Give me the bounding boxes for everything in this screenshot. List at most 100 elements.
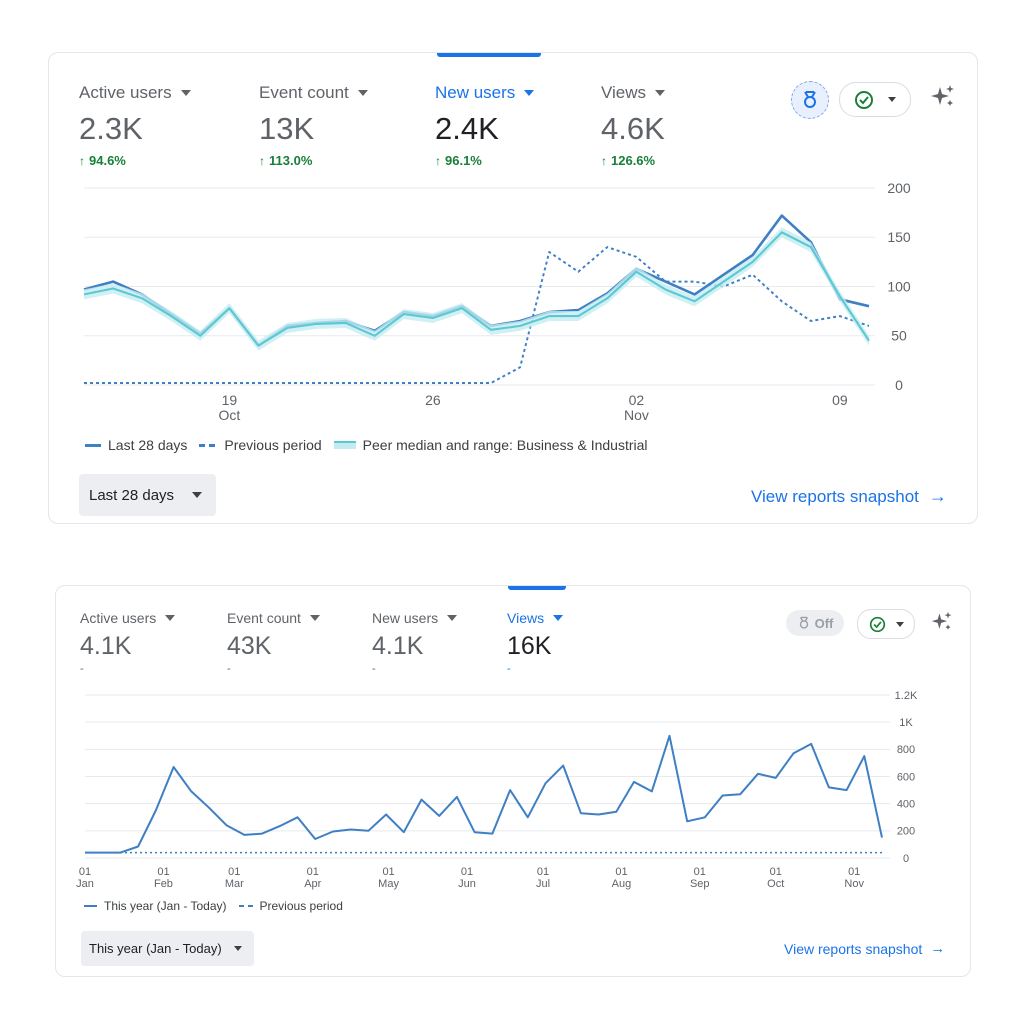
metric-value: 4.1K [80,632,132,660]
metric-event-count[interactable]: Event count 13K ↑ 113.0% [259,83,368,168]
chart-legend: Last 28 days Previous period Peer median… [85,437,660,453]
metric-active-users[interactable]: Active users 4.1K - [80,610,176,675]
metric-active-users[interactable]: Active users 2.3K ↑ 94.6% [79,83,191,168]
arrow-up-icon: ↑ [435,153,441,168]
caret-down-icon [895,621,904,627]
legend-label: Last 28 days [108,437,188,453]
date-range-dropdown[interactable]: This year (Jan - Today) [81,931,254,966]
legend-item-this-year: This year (Jan - Today) [84,899,227,913]
metric-change: - [227,663,231,675]
series-this-year-jan-today-line [85,734,883,854]
x-tick-label-month: Sep [690,878,710,890]
metric-label: Active users [80,610,157,626]
y-tick-label: 600 [897,771,915,783]
overview-card-this-year: Active users 4.1K - Event count 43K - Ne… [55,585,971,977]
caret-down-icon[interactable] [447,615,458,621]
check-circle-icon [869,616,885,632]
metric-new-users[interactable]: New users 2.4K ↑ 96.1% [435,83,535,168]
status-dropdown[interactable] [839,82,911,117]
metric-value: 4.6K [601,111,665,146]
x-tick-label-month: Jan [76,878,94,890]
metric-value: 4.1K [372,632,424,660]
snapshot-link-label: View reports snapshot [784,940,923,957]
legend-item-previous-period: Previous period [238,899,343,913]
x-tick-label-month: Feb [154,878,173,890]
y-tick-label: 1.2K [895,690,918,702]
series-previous-period-line [84,246,870,384]
metric-change-value: 113.0% [269,153,313,168]
legend-swatch-dashed [238,905,253,907]
sparkle-icon[interactable] [929,83,957,111]
caret-down-icon [888,97,896,102]
caret-down-icon[interactable] [309,615,320,621]
caret-down-icon[interactable] [553,615,564,621]
y-tick-label: 800 [897,744,915,756]
sparkle-icon[interactable] [930,610,954,634]
caret-down-icon [192,492,203,498]
metric-change: ↑ 113.0% [259,153,368,168]
metric-value: 13K [259,111,315,146]
caret-down-icon[interactable] [524,90,535,96]
arrow-up-icon: ↑ [259,153,265,168]
check-circle-icon [855,90,873,109]
x-tick-label-month: Nov [624,407,649,423]
selected-metric-indicator [508,586,566,590]
legend-label: This year (Jan - Today) [104,899,227,913]
y-tick-label: 200 [897,826,915,838]
y-tick-label: 50 [891,328,907,344]
metric-label: Event count [227,610,301,626]
legend-swatch-solid [85,443,101,447]
chart-legend: This year (Jan - Today) Previous period [84,899,355,913]
caret-down-icon[interactable] [655,90,666,96]
x-tick-label-month: Apr [304,878,321,890]
series-peer-median-and-range-business-industrial-range-band [84,227,869,351]
metric-event-count[interactable]: Event count 43K - [227,610,320,675]
metric-label: Event count [259,83,349,102]
metric-change: ↑ 126.6% [601,153,665,168]
metric-label: Views [507,610,545,626]
caret-down-icon[interactable] [180,90,191,96]
metric-value: 43K [227,632,272,660]
benchmark-button[interactable] [791,81,829,119]
overview-card-last-28-days: Active users 2.3K ↑ 94.6% Event count 13K… [48,52,978,524]
date-range-label: Last 28 days [89,486,175,504]
metric-change: - [80,663,84,675]
arrow-right-icon: → [928,486,947,506]
x-tick-label-day: 01 [537,866,549,878]
metric-change: - [372,663,376,675]
metric-label: New users [435,83,516,102]
series-peer-median-and-range-business-industrial-line [83,231,870,347]
x-tick-label-day: 01 [157,866,169,878]
metric-views[interactable]: Views 16K - [507,610,564,675]
caret-down-icon[interactable] [357,90,368,96]
x-tick-label-month: Oct [767,878,784,890]
view-reports-snapshot-link[interactable]: View reports snapshot → [784,940,945,957]
metric-value: 2.4K [435,111,499,146]
x-tick-label-month: May [378,878,399,890]
benchmark-toggle-label: Off [814,615,834,631]
y-tick-label: 200 [887,180,911,196]
view-reports-snapshot-link[interactable]: View reports snapshot → [751,486,947,507]
status-dropdown[interactable] [857,609,915,639]
metric-new-users[interactable]: New users 4.1K - [372,610,458,675]
date-range-dropdown[interactable]: Last 28 days [79,474,217,516]
benchmark-icon [799,616,808,629]
benchmark-toggle[interactable]: Off [786,610,844,636]
y-tick-label: 150 [887,229,911,245]
caret-down-icon[interactable] [165,615,176,621]
legend-label: Previous period [224,437,322,453]
snapshot-link-label: View reports snapshot [751,486,919,506]
line-chart-views: 02004006008001K1.2K01Jan01Feb01Mar01Apr0… [76,690,918,890]
metric-change: - [507,663,511,675]
x-tick-label-month: Oct [218,407,240,423]
metric-views[interactable]: Views 4.6K ↑ 126.6% [601,83,666,168]
metric-change-value: 96.1% [445,153,482,168]
x-tick-label-month: Mar [225,878,244,890]
x-tick-label-month: Jun [458,878,476,890]
legend-item-peer-median: Peer median and range: Business & Indust… [333,437,648,453]
x-tick-label-day: 01 [770,866,782,878]
x-tick-label-month: Nov [844,878,864,890]
x-tick-label-day: 01 [461,866,473,878]
legend-swatch-solid [84,905,97,907]
metric-change: ↑ 94.6% [79,153,191,168]
